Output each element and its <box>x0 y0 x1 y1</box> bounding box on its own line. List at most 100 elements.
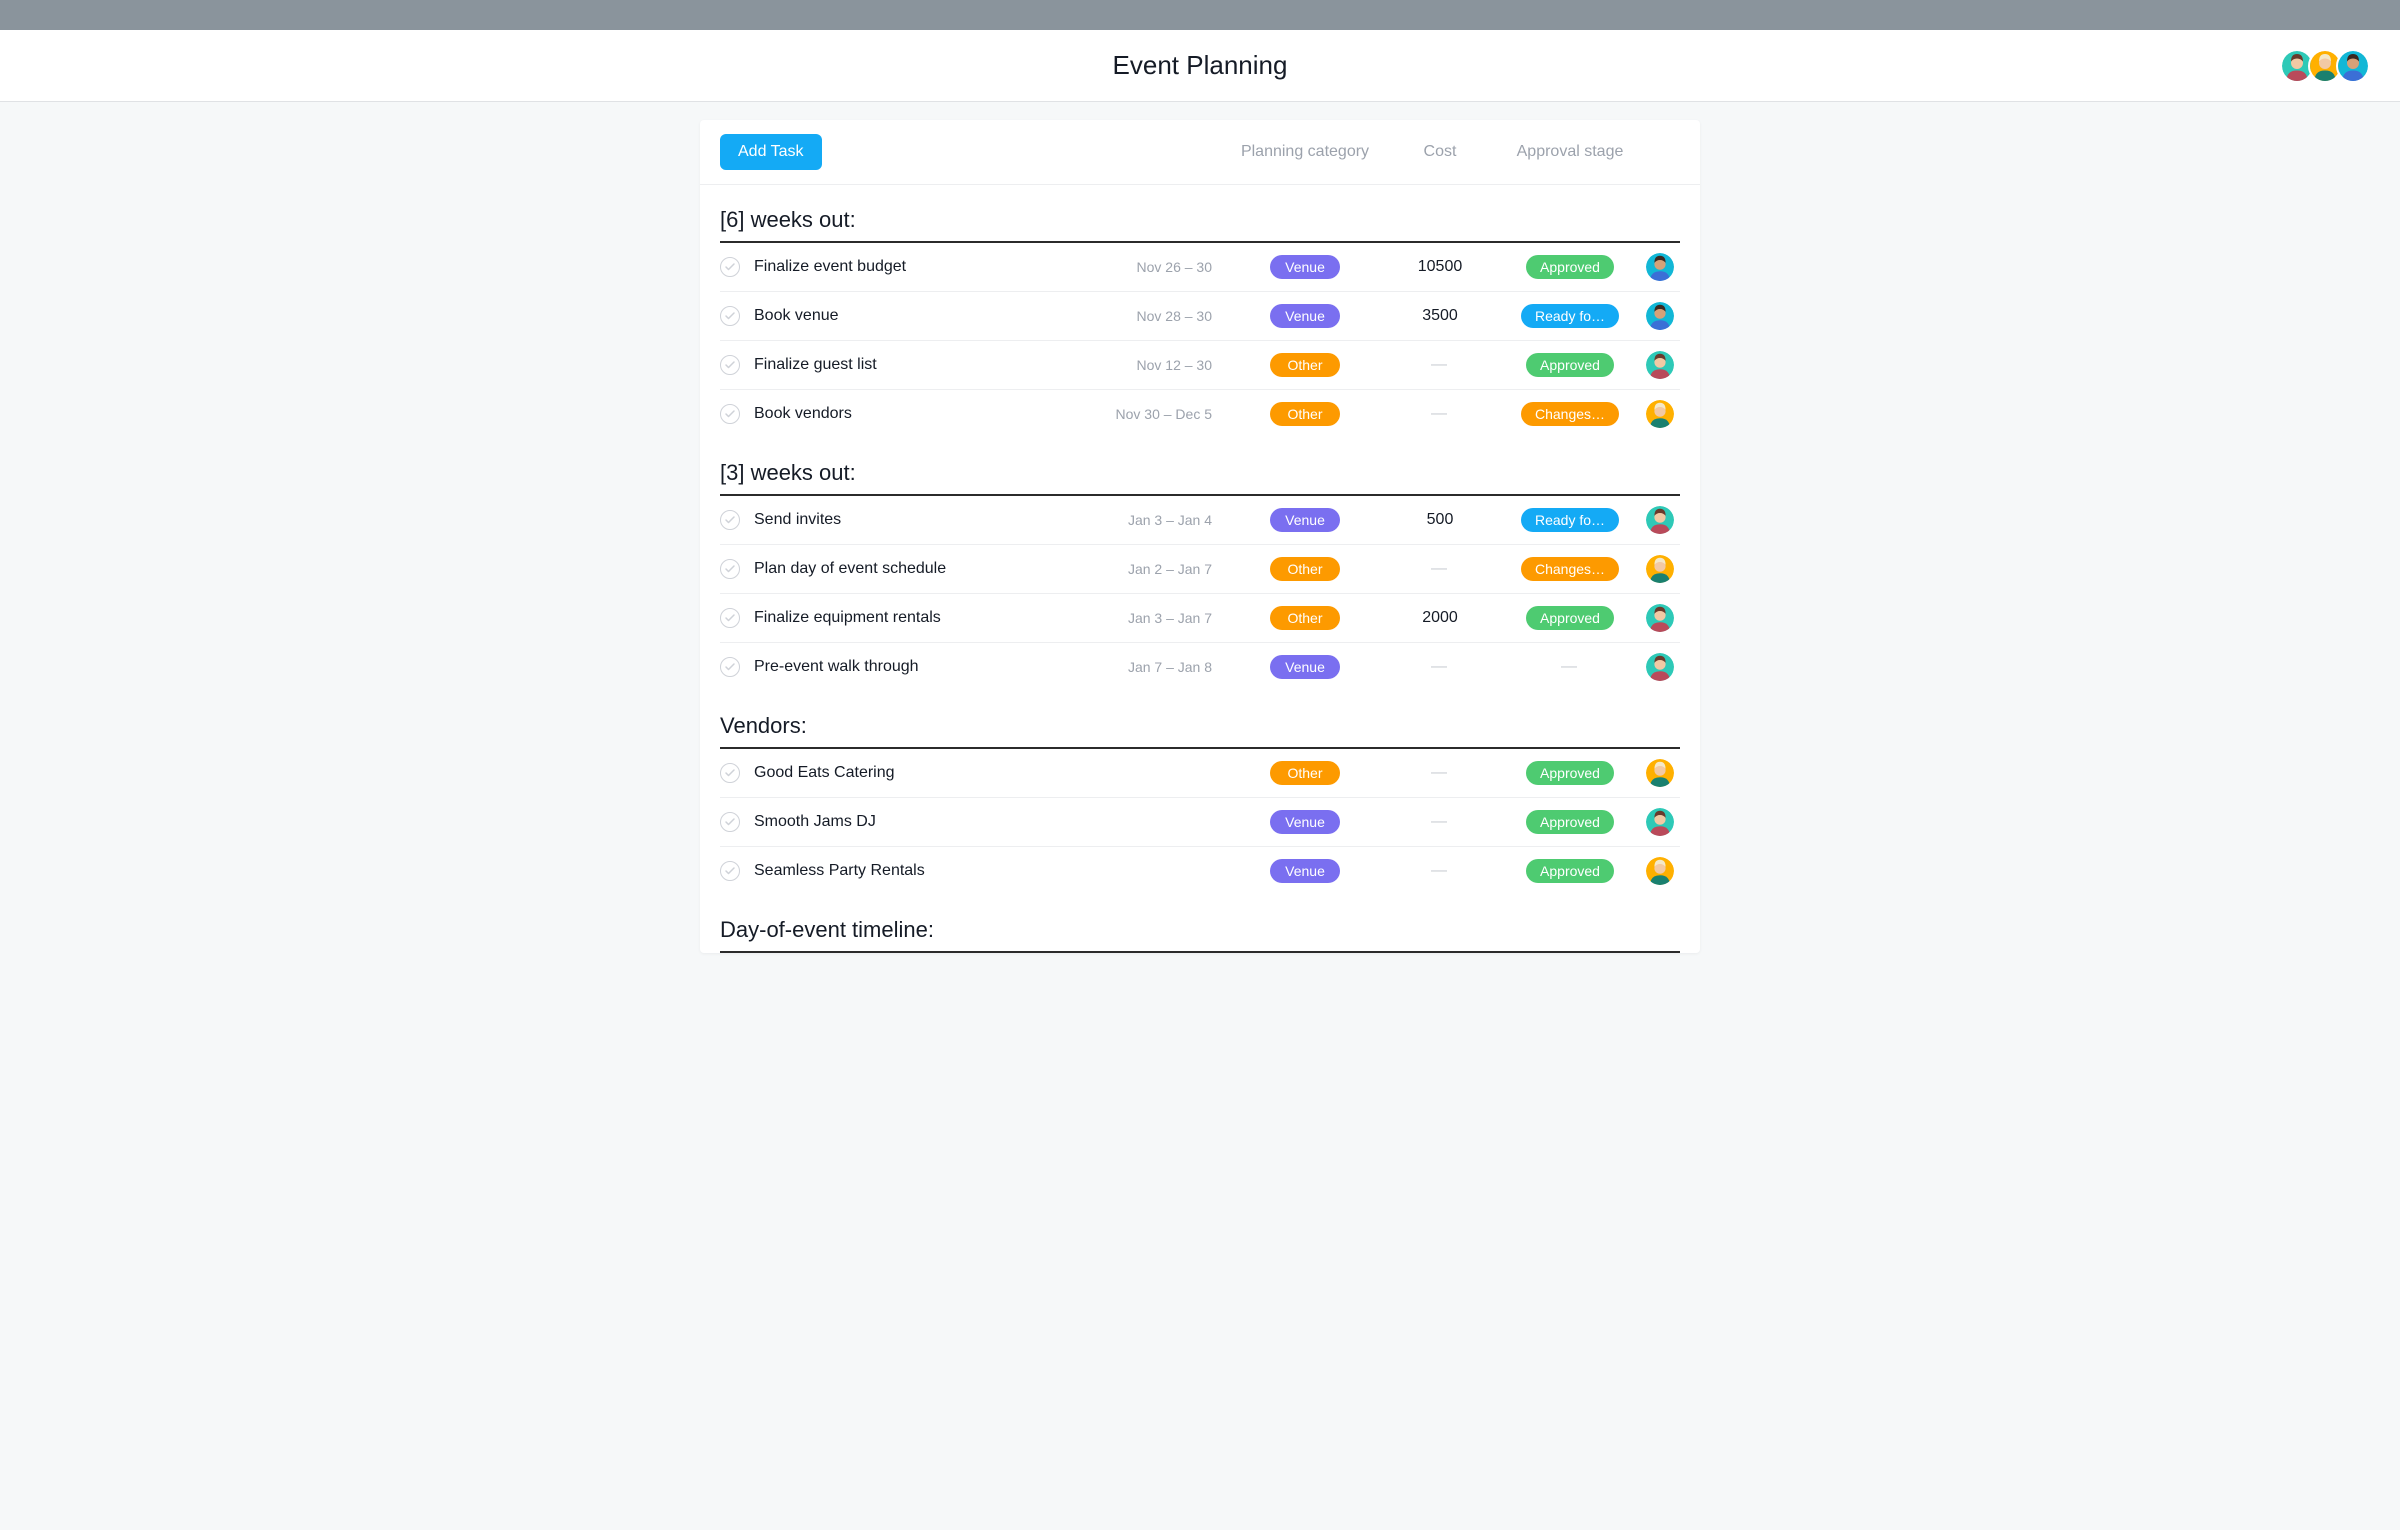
task-name[interactable]: Finalize guest list <box>748 356 1090 374</box>
complete-toggle-icon[interactable] <box>720 812 740 832</box>
approval-pill[interactable]: Approved <box>1526 859 1614 883</box>
category-cell[interactable]: Other <box>1230 761 1380 785</box>
complete-toggle-icon[interactable] <box>720 404 740 424</box>
task-name[interactable]: Book vendors <box>748 405 1090 423</box>
approval-pill[interactable]: Changes… <box>1521 557 1619 581</box>
approval-cell[interactable]: — <box>1500 658 1640 676</box>
category-cell[interactable]: Venue <box>1230 508 1380 532</box>
assignee-avatar[interactable] <box>1646 351 1674 379</box>
task-row[interactable]: Pre-event walk throughJan 7 – Jan 8 Venue… <box>720 643 1680 691</box>
assignee-cell[interactable] <box>1640 253 1680 281</box>
approval-pill[interactable]: Approved <box>1526 353 1614 377</box>
task-row[interactable]: Finalize equipment rentalsJan 3 – Jan 7 O… <box>720 594 1680 643</box>
approval-cell[interactable]: Approved <box>1500 353 1640 377</box>
cost-cell[interactable]: 10500 <box>1380 258 1500 276</box>
task-name[interactable]: Seamless Party Rentals <box>748 862 1090 880</box>
task-date[interactable]: Jan 3 – Jan 7 <box>1090 610 1230 626</box>
member-avatar[interactable] <box>2336 49 2370 83</box>
complete-toggle-icon[interactable] <box>720 763 740 783</box>
task-row[interactable]: Seamless Party RentalsVenue—Approved <box>720 847 1680 895</box>
task-name[interactable]: Plan day of event schedule <box>748 560 1090 578</box>
task-name[interactable]: Send invites <box>748 511 1090 529</box>
assignee-cell[interactable] <box>1640 604 1680 632</box>
section-title[interactable]: Vendors: <box>720 691 1680 749</box>
category-pill[interactable]: Other <box>1270 353 1340 377</box>
task-date[interactable]: Nov 28 – 30 <box>1090 308 1230 324</box>
task-row[interactable]: Book venueNov 28 – 30Venue3500Ready fo… <box>720 292 1680 341</box>
complete-toggle-icon[interactable] <box>720 608 740 628</box>
assignee-avatar[interactable] <box>1646 400 1674 428</box>
cost-cell[interactable]: 3500 <box>1380 307 1500 325</box>
approval-pill[interactable]: Approved <box>1526 606 1614 630</box>
category-pill[interactable]: Venue <box>1270 255 1340 279</box>
approval-cell[interactable]: Ready fo… <box>1500 508 1640 532</box>
assignee-cell[interactable] <box>1640 857 1680 885</box>
assignee-cell[interactable] <box>1640 808 1680 836</box>
assignee-avatar[interactable] <box>1646 653 1674 681</box>
assignee-avatar[interactable] <box>1646 808 1674 836</box>
assignee-avatar[interactable] <box>1646 506 1674 534</box>
task-date[interactable]: Jan 2 – Jan 7 <box>1090 561 1230 577</box>
task-row[interactable]: Plan day of event scheduleJan 2 – Jan 7 O… <box>720 545 1680 594</box>
task-name[interactable]: Smooth Jams DJ <box>748 813 1090 831</box>
category-pill[interactable]: Other <box>1270 402 1340 426</box>
task-row[interactable]: Finalize event budgetNov 26 – 30 Venue 105… <box>720 243 1680 292</box>
cost-cell[interactable]: — <box>1380 658 1500 676</box>
task-date[interactable]: Jan 7 – Jan 8 <box>1090 659 1230 675</box>
task-date[interactable]: Nov 30 – Dec 5 <box>1090 406 1230 422</box>
complete-toggle-icon[interactable] <box>720 510 740 530</box>
category-pill[interactable]: Venue <box>1270 810 1340 834</box>
approval-cell[interactable]: Approved <box>1500 606 1640 630</box>
category-cell[interactable]: Other <box>1230 557 1380 581</box>
category-pill[interactable]: Venue <box>1270 304 1340 328</box>
approval-cell[interactable]: Approved <box>1500 810 1640 834</box>
task-date[interactable]: Nov 26 – 30 <box>1090 259 1230 275</box>
category-cell[interactable]: Venue <box>1230 304 1380 328</box>
approval-pill[interactable]: Ready fo… <box>1521 508 1619 532</box>
assignee-cell[interactable] <box>1640 555 1680 583</box>
project-members[interactable] <box>2286 49 2370 83</box>
approval-cell[interactable]: Changes… <box>1500 402 1640 426</box>
complete-toggle-icon[interactable] <box>720 306 740 326</box>
assignee-cell[interactable] <box>1640 351 1680 379</box>
approval-cell[interactable]: Approved <box>1500 255 1640 279</box>
task-row[interactable]: Smooth Jams DJ Venue — Approved <box>720 798 1680 847</box>
category-cell[interactable]: Venue <box>1230 810 1380 834</box>
category-pill[interactable]: Other <box>1270 557 1340 581</box>
section-title[interactable]: Day-of-event timeline: <box>720 895 1680 953</box>
complete-toggle-icon[interactable] <box>720 355 740 375</box>
task-name[interactable]: Good Eats Catering <box>748 764 1090 782</box>
assignee-avatar[interactable] <box>1646 253 1674 281</box>
category-pill[interactable]: Other <box>1270 761 1340 785</box>
category-pill[interactable]: Venue <box>1270 655 1340 679</box>
task-row[interactable]: Book vendorsNov 30 – Dec 5Other—Changes… <box>720 390 1680 438</box>
category-pill[interactable]: Other <box>1270 606 1340 630</box>
approval-pill[interactable]: Approved <box>1526 810 1614 834</box>
complete-toggle-icon[interactable] <box>720 559 740 579</box>
task-name[interactable]: Pre-event walk through <box>748 658 1090 676</box>
complete-toggle-icon[interactable] <box>720 257 740 277</box>
category-cell[interactable]: Venue <box>1230 655 1380 679</box>
task-date[interactable]: Nov 12 – 30 <box>1090 357 1230 373</box>
approval-pill[interactable]: Ready fo… <box>1521 304 1619 328</box>
cost-cell[interactable]: — <box>1380 813 1500 831</box>
assignee-cell[interactable] <box>1640 759 1680 787</box>
assignee-cell[interactable] <box>1640 653 1680 681</box>
assignee-avatar[interactable] <box>1646 302 1674 330</box>
cost-cell[interactable]: — <box>1380 862 1500 880</box>
cost-cell[interactable]: 500 <box>1380 511 1500 529</box>
approval-cell[interactable]: Changes… <box>1500 557 1640 581</box>
category-pill[interactable]: Venue <box>1270 508 1340 532</box>
assignee-avatar[interactable] <box>1646 555 1674 583</box>
category-cell[interactable]: Other <box>1230 606 1380 630</box>
task-name[interactable]: Finalize equipment rentals <box>748 609 1090 627</box>
assignee-avatar[interactable] <box>1646 857 1674 885</box>
category-cell[interactable]: Other <box>1230 353 1380 377</box>
section-title[interactable]: [6] weeks out: <box>720 185 1680 243</box>
assignee-cell[interactable] <box>1640 302 1680 330</box>
task-row[interactable]: Finalize guest listNov 12 – 30Other—Appr… <box>720 341 1680 390</box>
assignee-avatar[interactable] <box>1646 604 1674 632</box>
complete-toggle-icon[interactable] <box>720 657 740 677</box>
section-title[interactable]: [3] weeks out: <box>720 438 1680 496</box>
task-name[interactable]: Finalize event budget <box>748 258 1090 276</box>
